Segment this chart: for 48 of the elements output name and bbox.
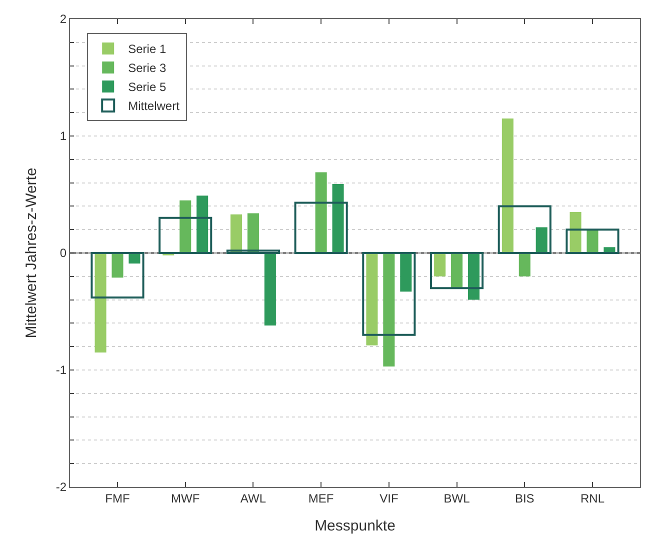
- bar: [502, 118, 514, 253]
- y-tick-label: 1: [60, 129, 67, 144]
- bar: [90, 252, 144, 298]
- bar: [451, 253, 463, 288]
- bar: [94, 253, 106, 352]
- x-tick-label: AWL: [240, 491, 266, 506]
- bar: [158, 216, 212, 254]
- x-tick-label: RNL: [580, 491, 605, 506]
- bar: [498, 205, 552, 254]
- y-tick-label: 0: [60, 246, 67, 260]
- x-tick-label: FMF: [105, 491, 130, 506]
- bar: [400, 253, 412, 292]
- bar: [586, 230, 598, 253]
- y-tick-label: -2: [56, 480, 67, 494]
- bar: [112, 253, 124, 278]
- bar: [264, 253, 276, 326]
- y-tick-label: 2: [60, 12, 67, 26]
- y-axis-title: Mittelwert Jahres-z-Werte: [23, 168, 40, 338]
- legend-label: Serie 3: [128, 61, 166, 76]
- bar: [430, 252, 484, 290]
- bar: [366, 253, 378, 346]
- x-axis-title: Messpunkte: [314, 517, 396, 534]
- bar: [566, 228, 620, 254]
- bar: [536, 227, 548, 253]
- bar: [247, 213, 259, 253]
- legend-label: Mittelwert: [128, 99, 180, 114]
- bar: [570, 212, 582, 253]
- bar: [434, 253, 446, 276]
- bar: [230, 214, 242, 253]
- legend-label: Serie 5: [128, 80, 166, 94]
- bar: [294, 202, 348, 254]
- bar: [518, 253, 530, 276]
- x-tick-label: BIS: [514, 491, 534, 506]
- bar: [226, 250, 280, 254]
- x-tick-label: MWF: [171, 491, 200, 506]
- bar: [468, 253, 480, 300]
- x-tick-label: VIF: [380, 491, 398, 506]
- x-tick-label: MEF: [308, 491, 334, 506]
- y-tick-label: -1: [56, 363, 67, 378]
- x-tick-label: BWL: [444, 491, 470, 506]
- legend-label: Serie 1: [128, 42, 166, 56]
- bar: [383, 253, 395, 366]
- bar: [332, 184, 344, 253]
- bar: [128, 253, 140, 264]
- bar: [180, 200, 192, 253]
- bar: [315, 172, 327, 253]
- bar: [362, 252, 416, 336]
- bar: [196, 196, 208, 253]
